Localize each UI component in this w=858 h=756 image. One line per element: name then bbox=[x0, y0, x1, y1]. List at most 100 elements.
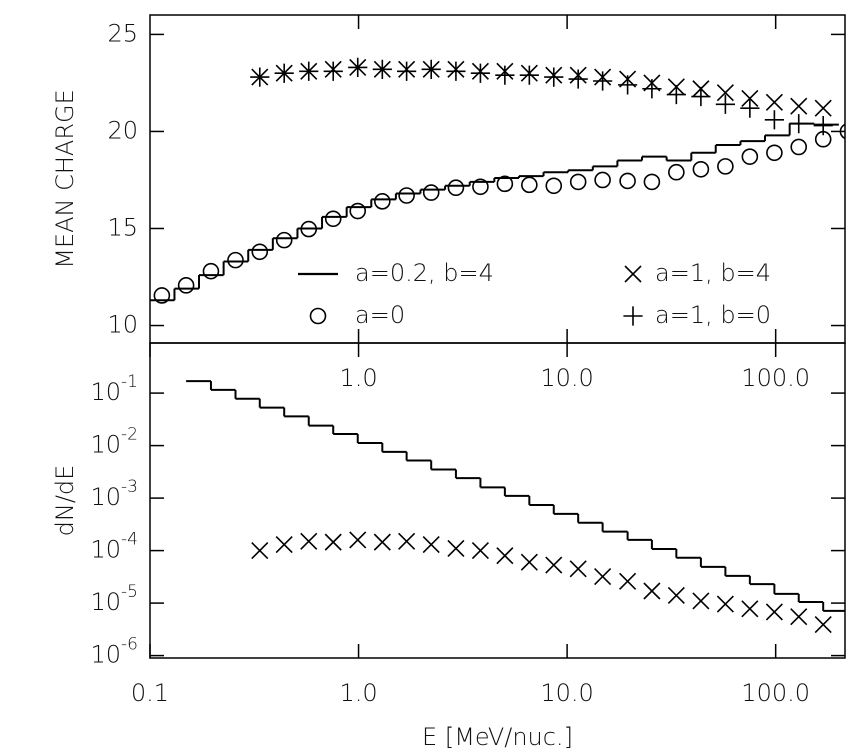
data-point bbox=[642, 79, 662, 99]
data-point bbox=[521, 176, 538, 194]
data-point bbox=[348, 57, 368, 78]
data-point bbox=[496, 547, 514, 565]
legend-swatch bbox=[309, 307, 327, 325]
data-point bbox=[519, 65, 539, 85]
data-point bbox=[471, 542, 489, 560]
data-point bbox=[741, 148, 759, 165]
data-point bbox=[741, 89, 759, 108]
data-point bbox=[569, 173, 587, 191]
data-point bbox=[619, 172, 636, 190]
x-tick-label: 1.0 bbox=[339, 364, 377, 392]
data-point bbox=[373, 533, 391, 551]
data-point bbox=[618, 75, 638, 95]
data-point bbox=[691, 86, 711, 107]
data-point bbox=[568, 69, 588, 89]
data-point bbox=[765, 93, 783, 111]
data-point bbox=[275, 536, 293, 554]
legend-label: a=1, b=0 bbox=[655, 301, 771, 329]
data-point bbox=[324, 210, 342, 228]
legend-label: a=0 bbox=[355, 301, 405, 329]
legend-swatch bbox=[623, 306, 643, 326]
y-axis-title: dN/dE bbox=[51, 465, 79, 537]
data-point bbox=[349, 202, 367, 220]
legend-label: a=0.2, b=4 bbox=[355, 259, 494, 287]
x-tick-label: 10.0 bbox=[540, 364, 593, 392]
data-point bbox=[790, 97, 808, 115]
data-point bbox=[668, 163, 685, 181]
y-axis-title: MEAN CHARGE bbox=[51, 89, 79, 269]
data-point bbox=[520, 553, 538, 571]
x-tick-label: 0.1 bbox=[131, 679, 169, 707]
data-point bbox=[251, 542, 269, 560]
x-tick-label: 100.0 bbox=[741, 364, 810, 392]
data-point bbox=[447, 179, 465, 197]
data-point bbox=[666, 84, 686, 105]
y-tick-label: 25 bbox=[107, 19, 138, 47]
data-point bbox=[398, 187, 415, 204]
data-point bbox=[274, 63, 294, 83]
data-point bbox=[422, 536, 440, 554]
data-point bbox=[692, 160, 710, 178]
data-point bbox=[593, 71, 613, 91]
data-point bbox=[619, 572, 637, 590]
data-point bbox=[470, 63, 491, 83]
data-point bbox=[398, 532, 416, 550]
data-point bbox=[569, 560, 587, 578]
x-tick-label: 10.0 bbox=[540, 679, 593, 707]
data-point bbox=[790, 608, 808, 626]
data-point bbox=[177, 277, 195, 294]
data-point bbox=[594, 171, 611, 189]
data-point bbox=[300, 532, 318, 550]
data-point bbox=[740, 98, 760, 118]
data-point bbox=[250, 67, 270, 87]
data-point bbox=[153, 287, 171, 304]
data-point bbox=[715, 94, 735, 114]
data-point bbox=[814, 99, 832, 117]
y-tick-label: 10-5 bbox=[91, 582, 139, 616]
legend-swatch bbox=[624, 265, 642, 283]
data-point bbox=[667, 586, 685, 604]
data-point bbox=[643, 173, 661, 191]
y-tick-label: 15 bbox=[107, 213, 138, 241]
data-point bbox=[813, 116, 833, 136]
data-point bbox=[716, 84, 734, 102]
data-point bbox=[324, 533, 342, 551]
data-point bbox=[716, 595, 734, 613]
data-point bbox=[545, 177, 563, 195]
plot-area bbox=[150, 57, 845, 304]
data-point bbox=[397, 61, 417, 81]
data-point bbox=[839, 123, 845, 140]
data-point bbox=[692, 592, 710, 610]
y-tick-label: 10-6 bbox=[91, 635, 139, 669]
data-point bbox=[496, 175, 514, 193]
y-tick-label: 20 bbox=[107, 116, 138, 144]
data-point bbox=[643, 582, 661, 600]
data-point bbox=[421, 59, 441, 79]
y-tick-label: 10-2 bbox=[91, 425, 139, 459]
data-point bbox=[275, 231, 293, 249]
data-point bbox=[202, 262, 220, 280]
x-axis-title: E [MeV/nuc.] bbox=[422, 723, 573, 751]
data-point bbox=[544, 67, 564, 87]
data-point bbox=[594, 568, 612, 586]
data-point bbox=[814, 616, 832, 634]
data-point bbox=[789, 114, 809, 134]
data-point bbox=[545, 556, 563, 574]
data-point bbox=[717, 158, 734, 175]
data-point bbox=[374, 193, 391, 210]
data-point bbox=[323, 61, 343, 81]
data-point bbox=[765, 603, 783, 621]
data-point bbox=[300, 220, 318, 238]
plot-frame bbox=[149, 342, 846, 659]
data-point bbox=[422, 184, 440, 201]
data-point bbox=[472, 178, 489, 196]
data-point bbox=[372, 59, 392, 79]
y-tick-label: 10-4 bbox=[91, 530, 139, 564]
data-point bbox=[741, 600, 759, 618]
data-point bbox=[495, 65, 515, 85]
data-point bbox=[227, 251, 244, 269]
data-point bbox=[446, 61, 466, 81]
data-point bbox=[349, 531, 367, 549]
x-tick-label: 1.0 bbox=[339, 679, 377, 707]
